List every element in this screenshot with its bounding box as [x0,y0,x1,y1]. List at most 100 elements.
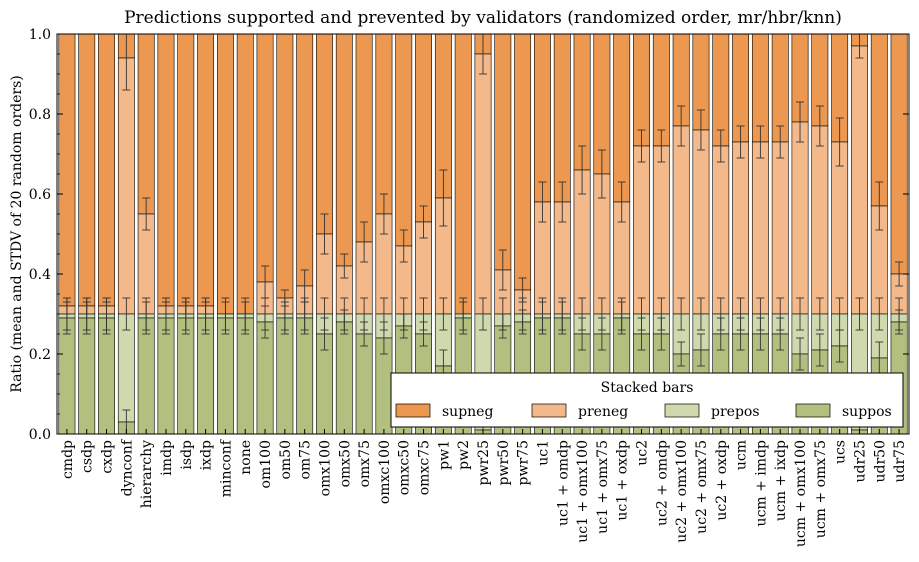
x-tick-label-19: pw1 [436,440,452,470]
bar-supneg-17 [395,33,413,247]
bar-preneg-40 [851,45,868,315]
x-tick-label-22: pwr50 [496,440,512,485]
x-tick-label-15: omx75 [357,440,373,487]
bar-supneg-5 [157,33,175,307]
y-tick-label-1: 0.2 [29,347,51,363]
x-tick-label-37: ucm + omx100 [793,440,809,547]
y-tick-label-5: 1.0 [29,27,51,43]
legend-label-preneg: preneg [578,404,628,420]
x-tick-label-8: minconf [218,438,234,497]
bar-supneg-15 [355,33,373,243]
x-tick-label-9: none [238,440,254,475]
bar-supneg-6 [177,33,195,307]
bar-supneg-13 [316,33,333,235]
bar-supneg-30 [652,33,670,147]
legend-label-supneg: supneg [442,404,493,420]
x-tick-label-11: om50 [278,440,294,480]
axes-layer: cmdp csdp cxdp dynconf hierarchy imdp isdp ixdp… [29,27,909,547]
bar-suppos-7 [197,317,215,435]
bar-suppos-8 [216,317,234,435]
x-tick-label-12: om75 [298,440,314,480]
legend-swatch-suppos [795,403,831,418]
x-tick-label-28: uc1 + oxdp [615,440,631,521]
bar-supneg-20 [454,33,472,315]
bar-supneg-2 [98,33,115,307]
x-tick-label-3: dynconf [119,438,135,496]
bar-preneg-30 [652,145,670,315]
x-tick-label-36: ucm + ixdp [773,440,789,521]
bar-preneg-31 [672,125,690,315]
bar-suppos-4 [137,317,155,435]
bar-supneg-33 [712,33,730,147]
x-tick-label-29: uc2 [635,440,651,466]
x-tick-label-39: ucs [833,440,849,464]
bar-supneg-41 [870,33,888,207]
x-tick-label-25: uc1 + omdp [555,440,571,526]
bar-supneg-42 [890,33,908,275]
x-tick-label-1: csdp [80,440,96,473]
bar-suppos-5 [157,317,175,435]
legend-swatch-prepos [664,403,700,418]
bar-suppos-12 [296,317,314,435]
x-tick-label-41: udr50 [872,440,888,483]
bar-preneg-3 [117,57,135,315]
legend-swatch-preneg [531,403,567,418]
bar-supneg-0 [58,33,76,307]
x-tick-label-7: ixdp [199,440,215,470]
bar-suppos-6 [177,317,195,435]
legend-swatch-supneg [395,403,431,418]
y-axis-label: Ratio (mean and STDV of 20 random orders… [9,75,25,392]
bar-supneg-28 [613,33,631,203]
bar-preneg-21 [474,53,492,315]
bar-preneg-35 [751,141,769,315]
y-tick-label-0: 0.0 [29,427,51,443]
chart-title: Predictions supported and prevented by v… [124,8,842,28]
x-tick-label-35: ucm + imdp [753,440,769,526]
x-tick-label-34: ucm [734,440,750,470]
x-tick-label-38: ucm + omx75 [813,440,829,538]
bar-supneg-8 [216,33,234,315]
bar-preneg-38 [811,125,829,315]
x-tick-label-0: cmdp [60,440,76,479]
legend-box [390,372,904,428]
legend-title: Stacked bars [601,380,694,396]
legend: Stacked bars supneg preneg prepos suppos [390,372,904,428]
x-tick-label-33: uc2 + oxdp [714,440,730,521]
bar-supneg-12 [296,33,314,287]
bar-supneg-29 [633,33,650,147]
bar-supneg-1 [78,33,96,307]
bar-suppos-0 [58,317,76,435]
x-tick-label-10: om100 [258,440,274,488]
bar-supneg-22 [494,33,512,271]
x-tick-label-27: uc1 + omx75 [595,440,611,534]
x-tick-label-32: uc2 + omx75 [694,440,710,534]
bar-supneg-24 [534,33,551,203]
bar-suppos-11 [276,317,294,435]
bar-preneg-37 [791,121,809,315]
bar-suppos-14 [335,321,353,435]
bar-supneg-25 [553,33,571,203]
x-tick-label-31: uc2 + omx100 [674,440,690,543]
x-tick-label-18: omxc75 [417,440,433,495]
bar-supneg-23 [514,33,532,291]
x-tick-label-14: omx50 [337,440,353,487]
x-tick-label-20: pw2 [456,440,472,470]
x-tick-label-16: omxc100 [377,440,393,504]
bar-suppos-9 [236,317,254,435]
bar-supneg-18 [415,33,432,223]
x-tick-label-4: hierarchy [139,440,155,508]
x-tick-label-24: uc1 [535,440,551,466]
bar-supneg-11 [276,33,294,299]
y-tick-label-3: 0.6 [29,187,51,203]
bar-preneg-36 [771,141,789,315]
x-tick-label-21: pwr25 [476,440,492,485]
bar-preneg-34 [732,141,750,315]
legend-label-prepos: prepos [711,404,760,420]
bar-preneg-33 [712,145,730,315]
bar-suppos-2 [98,317,115,435]
legend-items: supneg preneg prepos suppos [395,403,892,420]
x-tick-label-40: udr25 [852,440,868,483]
x-tick-label-6: isdp [179,440,195,470]
bar-suppos-1 [78,317,96,435]
